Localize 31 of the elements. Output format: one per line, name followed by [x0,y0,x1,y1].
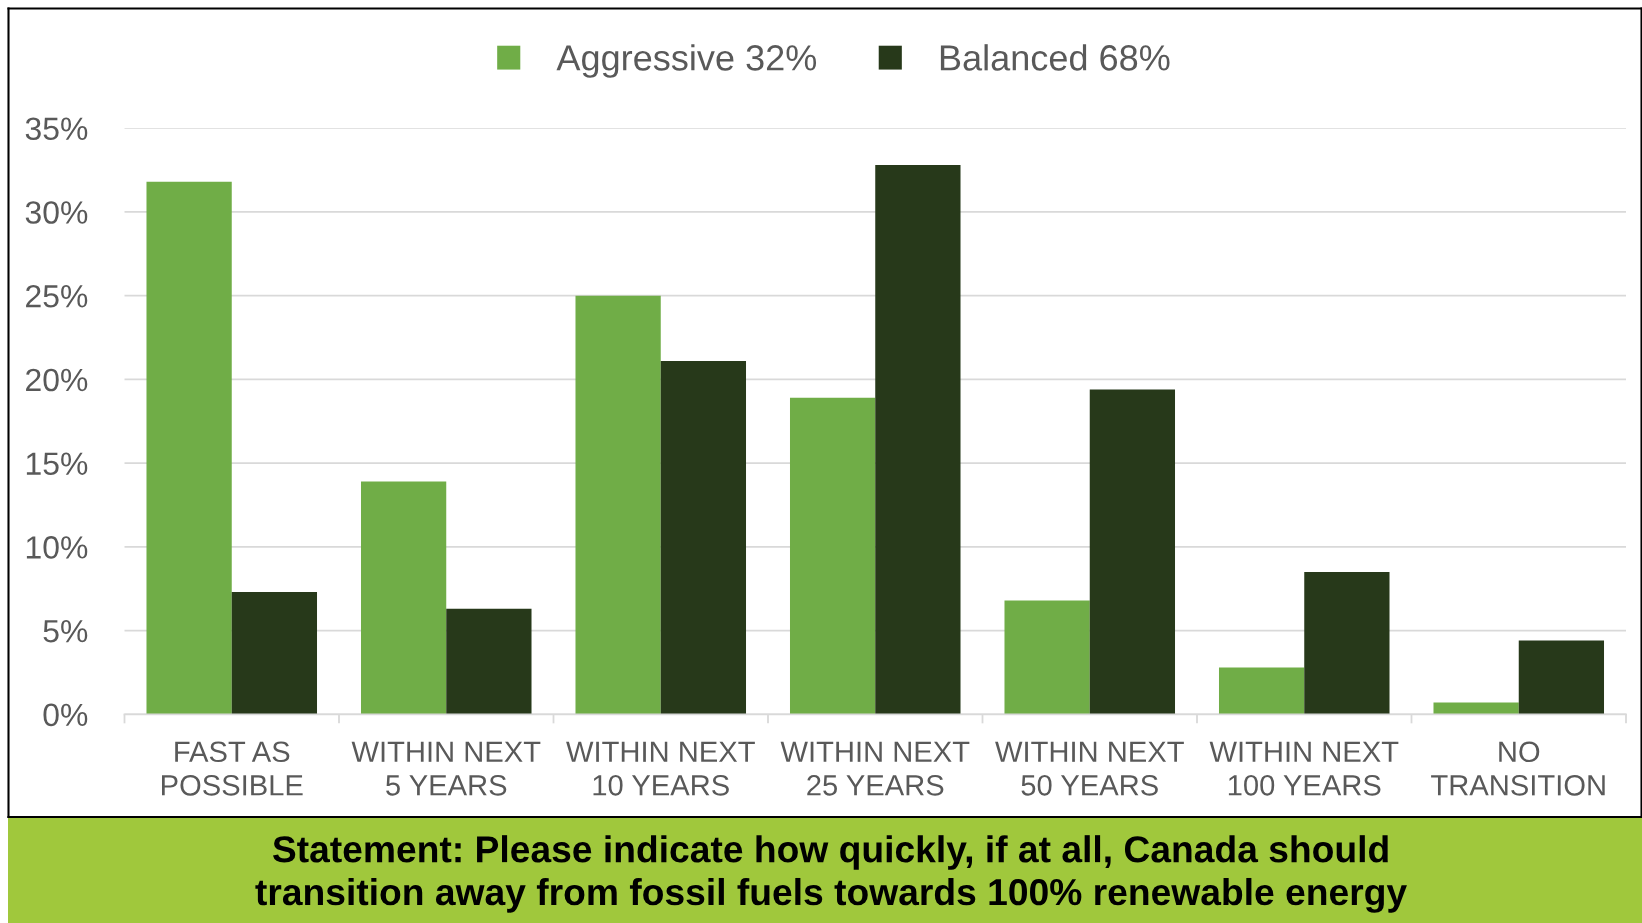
y-tick-label: 5% [43,619,88,643]
legend-label: Aggressive 32% [556,44,817,78]
y-tick-label: 15% [26,452,88,475]
y-tick-label: 30% [25,201,88,224]
x-tick-label: WITHIN NEXT 25 YEARS [780,741,970,796]
x-tick-label: WITHIN NEXT 10 YEARS [566,741,755,796]
bar [575,295,661,715]
y-tick-label: 0% [43,703,88,727]
bar [875,165,961,715]
y-tick-label: 25% [26,284,88,308]
y-tick-label: 10% [26,536,88,559]
bar [360,481,447,715]
text: Statement: Please indicate how quickly, if at all, Canada should transition away from fossil fuels towards 100% renewable energy [255,835,1407,913]
x-tick-label: WITHIN NEXT 100 YEARS [1209,741,1399,796]
bar [146,181,232,715]
bar [446,608,532,715]
legend-label: Balanced 68% [940,44,1170,71]
x-tick-label: WITHIN NEXT 5 YEARS [351,741,541,796]
bar [1004,600,1090,715]
y-tick-label: 20% [26,368,88,392]
bar [1218,667,1305,715]
bar [1089,389,1176,715]
bar [1304,571,1390,715]
y-tick-label: 35% [25,117,88,141]
bar [660,360,747,715]
bar [1518,640,1605,715]
bar [789,397,876,715]
bar [231,592,318,715]
x-tick-label: WITHIN NEXT 50 YEARS [995,741,1184,796]
x-tick-label: NO TRANSITION [1431,741,1605,796]
x-tick-label: FAST AS POSSIBLE [162,741,303,796]
